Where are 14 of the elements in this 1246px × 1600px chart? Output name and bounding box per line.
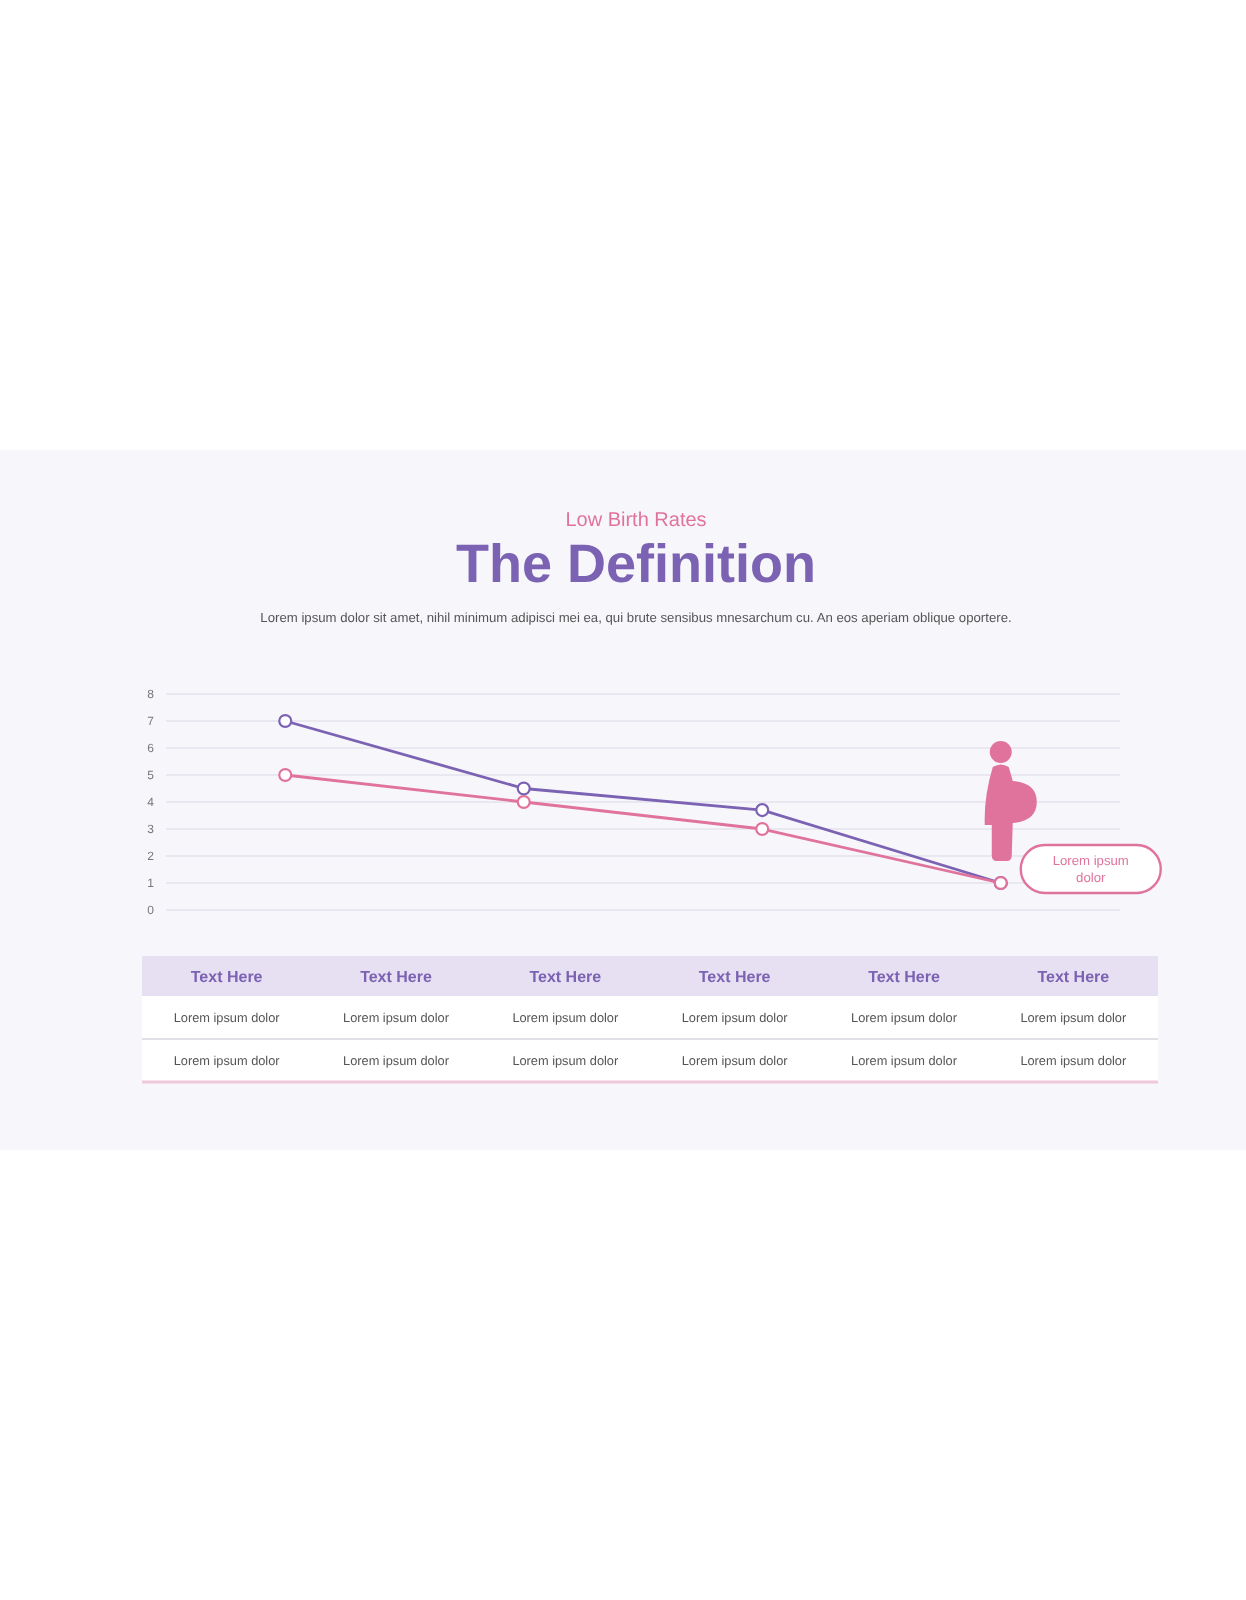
point	[516, 781, 531, 796]
category-label: Text Here	[868, 968, 941, 986]
point	[755, 803, 770, 818]
category-label: Text Here	[529, 968, 603, 986]
category-label: Text Here	[190, 968, 264, 986]
text: Low Birth Rates	[565, 510, 707, 532]
chart-title: The Definition	[456, 534, 816, 594]
category-label: Text Here	[1037, 968, 1111, 986]
point	[278, 713, 293, 729]
point	[755, 821, 770, 837]
point	[278, 767, 293, 783]
category-label: Text Here	[360, 968, 433, 986]
point	[516, 794, 531, 810]
category-label: Text Here	[698, 968, 772, 986]
